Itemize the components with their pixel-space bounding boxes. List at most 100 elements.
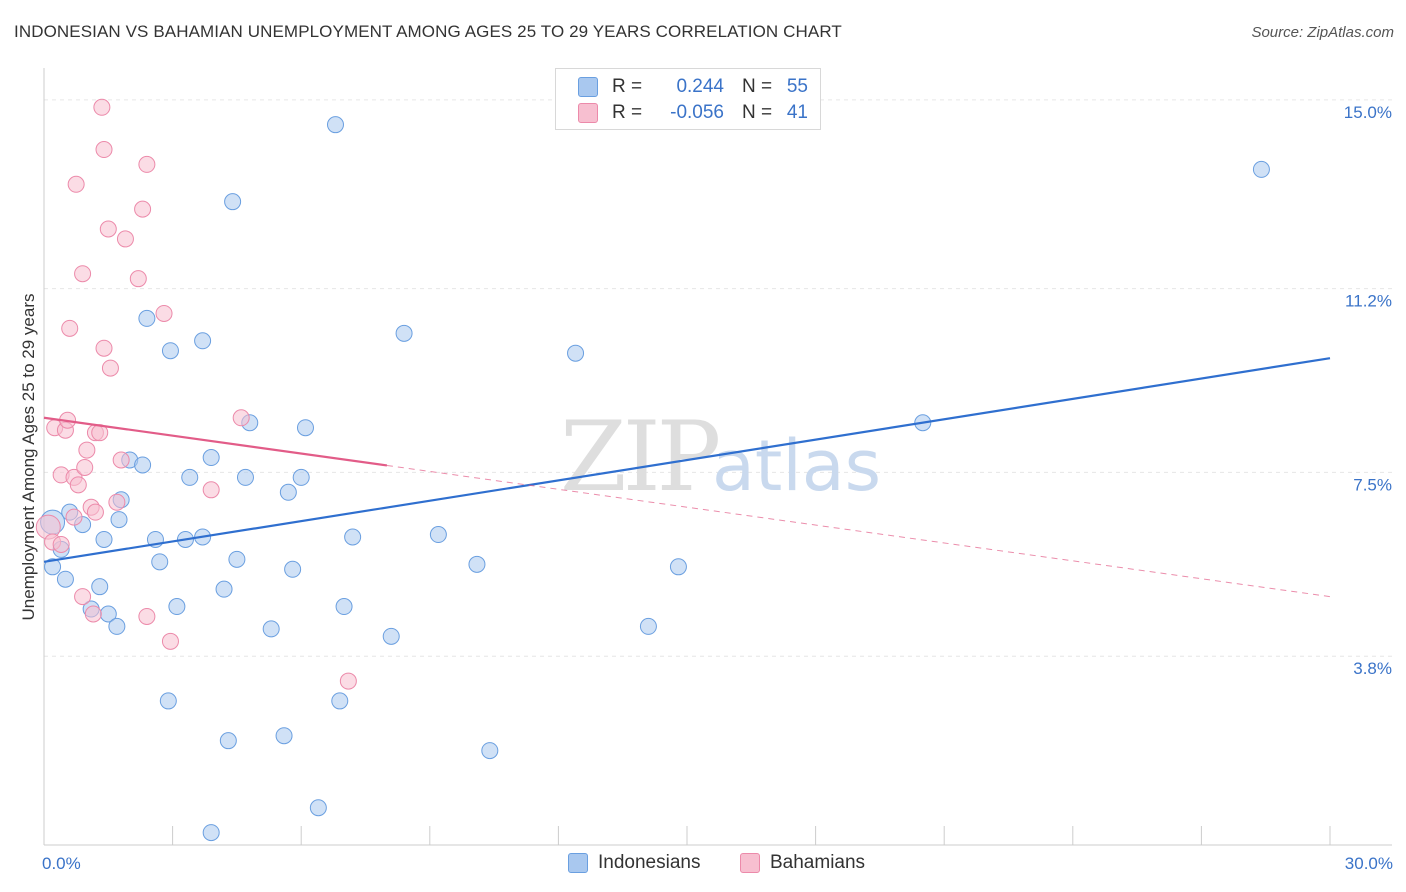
point-indonesians (134, 456, 152, 474)
trend-lines (43, 357, 1331, 598)
y-axis-label: Unemployment Among Ages 25 to 29 years (19, 294, 38, 621)
chart-title: INDONESIAN VS BAHAMIAN UNEMPLOYMENT AMON… (14, 22, 842, 41)
point-bahamians (76, 458, 94, 476)
point-indonesians (639, 617, 657, 635)
gridlines (44, 99, 1392, 657)
series-label-indonesians: Indonesians (598, 852, 701, 873)
y-tick-label: 7.5% (1353, 475, 1392, 494)
point-indonesians (110, 511, 128, 529)
legend-r-value: -0.056 (670, 102, 724, 123)
point-bahamians (78, 441, 96, 459)
point-indonesians (236, 468, 254, 486)
point-bahamians (65, 508, 83, 526)
point-indonesians (335, 598, 353, 616)
point-indonesians (382, 627, 400, 645)
legend-n-label: N = (742, 76, 773, 97)
legend-row-indonesians: R = 0.244 N = 55 (578, 75, 808, 99)
x-tick-label: 0.0% (42, 854, 81, 873)
point-indonesians (275, 727, 293, 745)
point-indonesians (161, 342, 179, 360)
series-legend-indonesians[interactable]: Indonesians (568, 852, 700, 874)
y-tick-label: 11.2% (1345, 292, 1392, 311)
point-indonesians (262, 620, 280, 638)
series-swatch-bahamians (740, 853, 760, 873)
point-indonesians (138, 309, 156, 327)
point-indonesians (168, 598, 186, 616)
point-indonesians (44, 558, 62, 576)
point-bahamians (232, 409, 250, 427)
point-bahamians (112, 451, 130, 469)
data-points (35, 98, 1270, 842)
legend-r-value: 0.244 (676, 76, 724, 97)
point-indonesians (202, 824, 220, 842)
legend-swatch-indonesians (578, 77, 598, 97)
legend-row-bahamians: R = -0.056 N = 41 (578, 101, 808, 125)
point-indonesians (159, 692, 177, 710)
series-legend-bahamians[interactable]: Bahamians (740, 852, 865, 874)
point-indonesians (219, 732, 237, 750)
trend-line-bahamians (43, 416, 388, 467)
trend-line-indonesians (43, 357, 1331, 563)
legend-n-value: 41 (786, 102, 808, 123)
point-indonesians (344, 528, 362, 546)
trend-line-extension-bahamians (386, 464, 1331, 598)
point-bahamians (61, 319, 79, 337)
point-bahamians (95, 339, 113, 357)
legend-n-value: 55 (786, 76, 808, 97)
watermark: ZIP atlas (560, 401, 881, 513)
legend-r-label: R = (612, 102, 643, 123)
legend-r-label: R = (612, 76, 643, 97)
correlation-legend: R = 0.244 N = 55 R = -0.056 N = 41 (555, 68, 821, 130)
point-indonesians (309, 799, 327, 817)
point-indonesians (224, 193, 242, 211)
point-bahamians (95, 141, 113, 159)
point-bahamians (74, 265, 92, 283)
point-indonesians (429, 526, 447, 544)
point-indonesians (567, 344, 585, 362)
source-label: Source: ZipAtlas.com (1251, 24, 1394, 41)
point-indonesians (228, 550, 246, 568)
point-indonesians (202, 449, 220, 467)
point-bahamians (67, 175, 85, 193)
point-indonesians (296, 419, 314, 437)
series-legend: Indonesians Bahamians (0, 852, 1406, 876)
x-tick-label: 30.0% (1345, 854, 1393, 873)
point-indonesians (151, 553, 169, 571)
series-swatch-indonesians (568, 853, 588, 873)
point-bahamians (129, 270, 147, 288)
point-bahamians (116, 230, 134, 248)
point-bahamians (69, 476, 87, 494)
watermark-atlas: atlas (712, 425, 881, 507)
point-indonesians (215, 580, 233, 598)
point-indonesians (669, 558, 687, 576)
legend-n-label: N = (742, 102, 773, 123)
legend-swatch-bahamians (578, 103, 598, 123)
point-bahamians (86, 503, 104, 521)
point-indonesians (194, 332, 212, 350)
y-tick-label: 15.0% (1344, 103, 1392, 122)
watermark-zip: ZIP (560, 401, 719, 513)
series-label-bahamians: Bahamians (770, 852, 866, 873)
point-bahamians (138, 607, 156, 625)
point-indonesians (108, 617, 126, 635)
point-indonesians (292, 468, 310, 486)
point-bahamians (74, 588, 92, 606)
point-indonesians (181, 468, 199, 486)
point-indonesians (284, 560, 302, 578)
point-bahamians (339, 672, 357, 690)
point-bahamians (101, 359, 119, 377)
point-indonesians (326, 116, 344, 134)
axes (43, 68, 1392, 846)
point-indonesians (95, 530, 113, 548)
point-indonesians (279, 483, 297, 501)
tick-labels: 3.8% 7.5% 11.2% 15.0% 0.0% 30.0% (42, 103, 1393, 873)
point-indonesians (1252, 160, 1270, 178)
point-indonesians (91, 578, 109, 596)
point-bahamians (161, 632, 179, 650)
point-bahamians (84, 605, 102, 623)
point-indonesians (56, 570, 74, 588)
point-bahamians (202, 481, 220, 499)
point-bahamians (99, 220, 117, 238)
y-tick-label: 3.8% (1353, 659, 1392, 678)
